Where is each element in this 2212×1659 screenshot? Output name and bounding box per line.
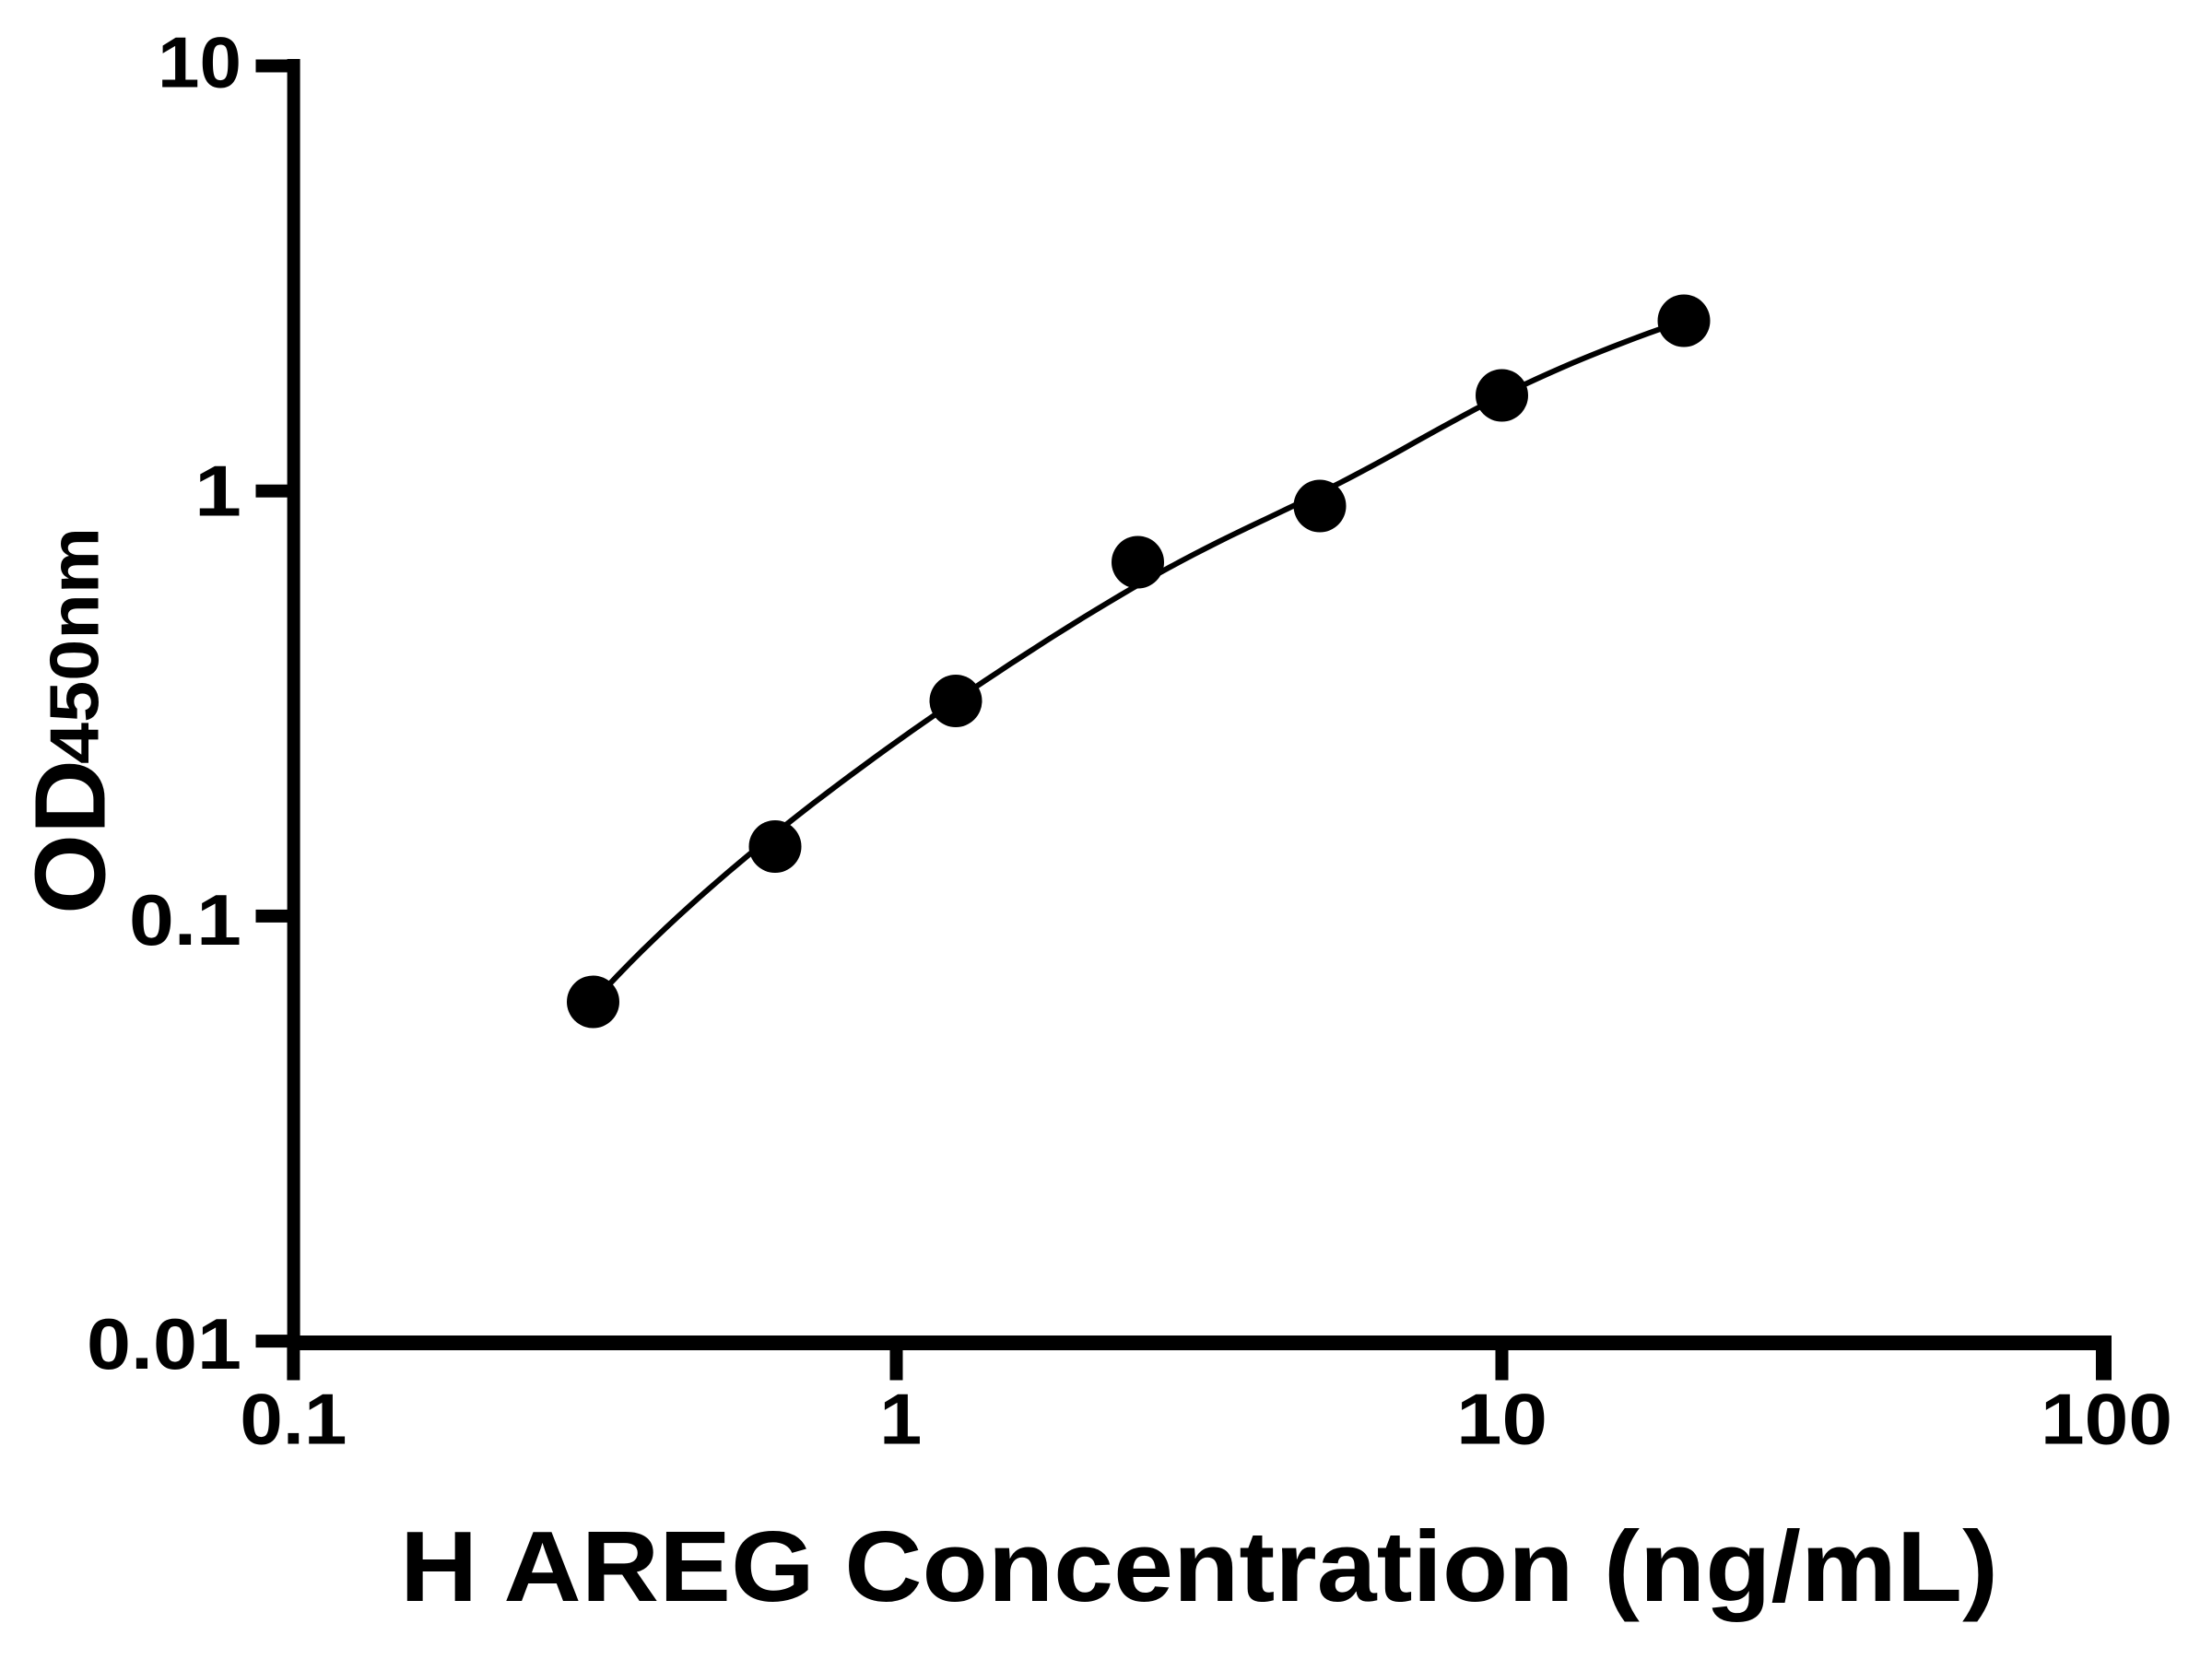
svg-text:10: 10 <box>158 22 241 103</box>
svg-text:0.1: 0.1 <box>240 1379 347 1460</box>
svg-text:1: 1 <box>879 1379 922 1460</box>
svg-text:1: 1 <box>194 451 241 532</box>
svg-text:OD: OD <box>15 759 127 914</box>
svg-text:100: 100 <box>2041 1379 2172 1460</box>
svg-text:0.1: 0.1 <box>129 879 241 960</box>
svg-text:10: 10 <box>1456 1379 1547 1460</box>
svg-text:450nm: 450nm <box>36 527 113 764</box>
svg-text:H AREG Concentration (ng/mL): H AREG Concentration (ng/mL) <box>400 1511 1998 1623</box>
svg-text:0.01: 0.01 <box>87 1303 241 1384</box>
